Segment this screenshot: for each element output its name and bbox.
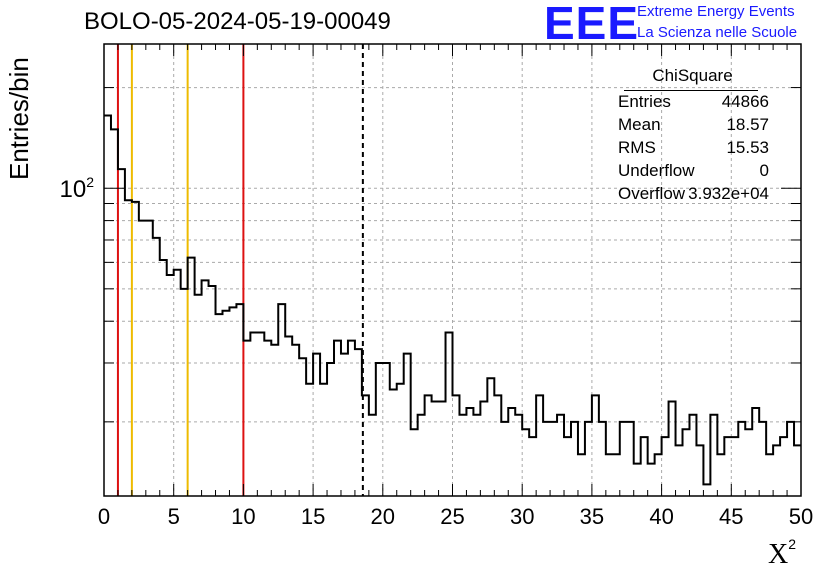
- x-axis-label-exponent: 2: [788, 536, 797, 552]
- eee-logo-mark: EEE: [544, 0, 640, 49]
- stats-value: 44866: [721, 92, 769, 111]
- stats-row-overflow: Overflow 3.932e+04: [618, 184, 769, 206]
- stats-box: ChiSquare Entries 44866 Mean 18.57 RMS 1…: [610, 66, 775, 203]
- y-tick-label-base: 10: [60, 176, 87, 203]
- histogram-step-line: [104, 114, 801, 486]
- x-tick-label: 40: [649, 504, 673, 529]
- stats-row-rms: RMS 15.53: [618, 138, 769, 160]
- stats-title: ChiSquare: [652, 66, 733, 85]
- x-tick-label: 20: [371, 504, 395, 529]
- stats-row-entries: Entries 44866: [618, 92, 769, 114]
- stats-value: 0: [759, 161, 769, 180]
- stats-row-mean: Mean 18.57: [618, 115, 769, 137]
- x-tick-label: 5: [168, 504, 180, 529]
- logo-line-2: La Scienza nelle Scuole: [637, 24, 798, 41]
- x-tick-label: 50: [789, 504, 813, 529]
- x-tick-label: 30: [510, 504, 534, 529]
- stats-value: 3.932e+04: [688, 184, 769, 203]
- x-axis-label: X2: [768, 536, 796, 571]
- y-tick-label-exponent: 2: [86, 174, 94, 190]
- stats-value: 18.57: [726, 115, 769, 134]
- logo-line-1: Extreme Energy Events: [637, 3, 795, 20]
- stats-row-underflow: Underflow 0: [618, 161, 769, 183]
- y-tick-label: 102: [60, 174, 95, 203]
- x-tick-label: 15: [301, 504, 325, 529]
- stats-value: 15.53: [726, 138, 769, 157]
- stats-label: Underflow: [618, 161, 695, 180]
- x-tick-label: 35: [580, 504, 604, 529]
- stats-label: RMS: [618, 138, 656, 157]
- x-tick-label: 10: [231, 504, 255, 529]
- x-axis-label-base: X: [768, 539, 789, 570]
- chart-title: BOLO-05-2024-05-19-00049: [84, 8, 391, 35]
- stats-label: Overflow: [618, 184, 686, 203]
- x-tick-label: 45: [719, 504, 743, 529]
- stats-label: Entries: [618, 92, 671, 111]
- stats-title-underline: [624, 90, 758, 91]
- y-axis-label: Entries/bin: [4, 57, 34, 180]
- x-tick-label: 25: [440, 504, 464, 529]
- stats-label: Mean: [618, 115, 661, 134]
- x-tick-label: 0: [98, 504, 110, 529]
